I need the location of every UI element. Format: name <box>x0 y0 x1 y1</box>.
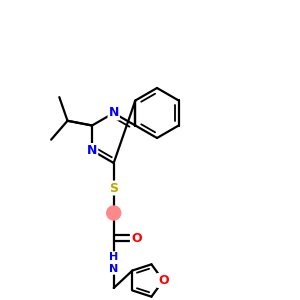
Circle shape <box>107 206 121 220</box>
Text: H
N: H N <box>109 252 118 274</box>
Text: S: S <box>109 182 118 194</box>
Text: N: N <box>109 106 119 119</box>
Text: O: O <box>158 274 169 287</box>
Text: O: O <box>131 232 142 244</box>
Text: N: N <box>87 144 97 157</box>
